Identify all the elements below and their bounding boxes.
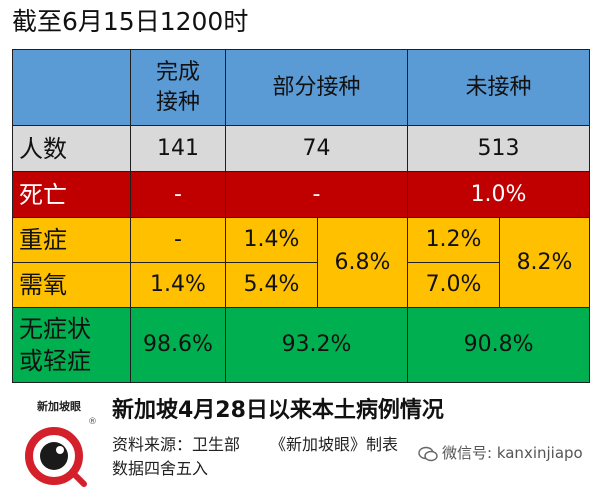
- table-row: 死亡 - - 1.0%: [12, 171, 591, 218]
- cell-count-unvaccinated: 513: [407, 125, 591, 172]
- logo: 新加坡眼 ®: [14, 400, 104, 490]
- table-row: 无症状或轻症 98.6% 93.2% 90.8%: [12, 307, 591, 383]
- stats-table: 完成接种 部分接种 未接种 人数 141 74 513 死亡 - - 1.0% …: [12, 49, 591, 383]
- col-header-partial: 部分接种: [224, 49, 409, 126]
- table-header-row: 完成接种 部分接种 未接种: [12, 49, 591, 126]
- wechat-id: 微信号: kanxinjiapo: [418, 442, 583, 464]
- table-row: 人数 141 74 513: [12, 125, 591, 172]
- cell-mild-completed: 98.6%: [130, 307, 226, 383]
- logo-text: 新加坡眼: [37, 400, 81, 413]
- cell-unvaccinated-combined: 8.2%: [499, 217, 591, 308]
- rounding-note: 数据四舍五入: [112, 459, 209, 478]
- cell-severe-partial: 1.4%: [225, 217, 318, 263]
- col-header-completed: 完成接种: [130, 49, 226, 126]
- svg-text:®: ®: [88, 417, 97, 427]
- row-label-count: 人数: [12, 125, 131, 172]
- cell-mild-unvaccinated: 90.8%: [407, 307, 591, 383]
- row-label-death: 死亡: [12, 171, 131, 218]
- table-row: 需氧 1.4% 5.4% 7.0%: [12, 262, 590, 308]
- cell-oxygen-completed: 1.4%: [130, 262, 226, 308]
- source-label: 资料来源：: [112, 435, 193, 454]
- cell-death-unvaccinated: 1.0%: [407, 171, 591, 218]
- col-header-label: 完成接种: [155, 59, 200, 115]
- cell-death-partial: -: [224, 171, 409, 218]
- wechat-icon: [418, 446, 438, 461]
- subtitle: 新加坡4月28日以来本土病例情况: [112, 398, 444, 423]
- cell-oxygen-unvaccinated: 7.0%: [407, 262, 501, 308]
- page-title: 截至6月15日1200时: [12, 7, 249, 36]
- table-row: 重症 - 1.4% 6.8% 1.2% 8.2%: [12, 217, 591, 308]
- wechat-text: 微信号: kanxinjiapo: [442, 444, 583, 462]
- cell-count-completed: 141: [130, 125, 226, 172]
- source-line: 资料来源：卫生部 《新加坡眼》制表: [112, 434, 398, 456]
- eye-logo-icon: ®: [25, 417, 97, 487]
- cell-severe-unvaccinated: 1.2%: [407, 217, 501, 263]
- cell-count-partial: 74: [224, 125, 409, 172]
- cell-oxygen-partial: 5.4%: [225, 262, 318, 308]
- row-label-severe: 重症: [12, 217, 131, 263]
- row-label-mild: 无症状或轻症: [12, 307, 131, 383]
- producer: 《新加坡眼》制表: [270, 435, 399, 454]
- row-label-mild-text: 无症状或轻症: [19, 315, 91, 375]
- footer: 新加坡眼 ® 新加坡4月28日以来本土病例情况 资料来源：卫生部 《新加坡眼》制表…: [0, 386, 602, 504]
- corner-cell: [12, 49, 131, 126]
- cell-death-completed: -: [130, 171, 226, 218]
- cell-severe-completed: -: [130, 217, 226, 263]
- cell-mild-partial: 93.2%: [224, 307, 409, 383]
- row-label-oxygen: 需氧: [12, 262, 131, 308]
- col-header-unvaccinated: 未接种: [407, 49, 591, 126]
- source-value: 卫生部: [192, 435, 241, 454]
- cell-partial-combined: 6.8%: [316, 217, 409, 308]
